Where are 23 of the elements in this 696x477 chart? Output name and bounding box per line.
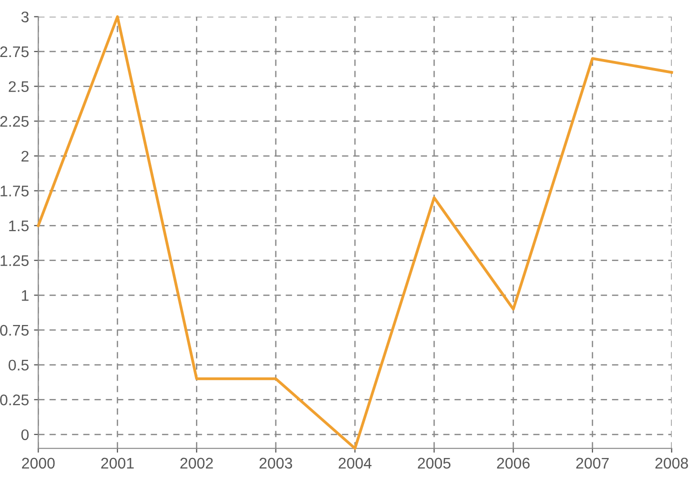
y-tick-label: 1.75: [0, 186, 29, 196]
x-tick-label: 2006: [497, 458, 530, 469]
x-tick-label: 2008: [655, 458, 688, 469]
x-tick-label: 2002: [180, 458, 213, 469]
y-tick-label: 0.5: [8, 360, 29, 371]
x-tick-label: 2007: [576, 458, 609, 469]
line-series: [36, 15, 674, 450]
y-tick-label: 2.5: [8, 81, 29, 92]
y-tick-label: 0: [21, 429, 29, 440]
y-tick-label: 1.5: [9, 220, 29, 232]
y-tick-label: 2: [22, 150, 28, 162]
x-tick-label: 2004: [338, 458, 372, 469]
y-tick-label: 0.75: [0, 324, 29, 336]
y-tick-label: 3: [21, 12, 29, 22]
x-tick-label: 2001: [101, 458, 134, 469]
y-tick-label: 1.25: [0, 255, 29, 266]
x-tick-label: 2003: [260, 458, 292, 469]
y-tick-label: 2.75: [0, 46, 29, 58]
x-tick-label: 2005: [418, 458, 450, 469]
x-tick-label: 2000: [22, 458, 55, 469]
y-tick-label: 0.25: [0, 394, 29, 406]
y-tick-label: 2.25: [0, 116, 29, 127]
y-tick-label: 1: [22, 290, 29, 301]
